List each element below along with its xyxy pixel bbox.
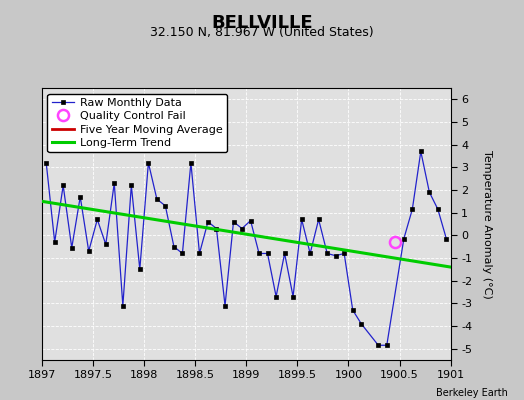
Raw Monthly Data (119, 303, 126, 308)
Y-axis label: Temperature Anomaly (°C): Temperature Anomaly (°C) (482, 150, 492, 298)
Raw Monthly Data (384, 343, 390, 348)
Raw Monthly Data (281, 251, 288, 256)
Raw Monthly Data (111, 181, 117, 186)
Raw Monthly Data (409, 207, 416, 212)
Raw Monthly Data (60, 183, 67, 188)
Raw Monthly Data (145, 160, 151, 165)
Raw Monthly Data (324, 251, 330, 256)
Raw Monthly Data (350, 308, 356, 312)
Raw Monthly Data (290, 294, 296, 299)
Raw Monthly Data (103, 242, 109, 247)
Raw Monthly Data (137, 267, 143, 272)
Raw Monthly Data (171, 244, 177, 249)
Text: 32.150 N, 81.967 W (United States): 32.150 N, 81.967 W (United States) (150, 26, 374, 39)
Text: BELLVILLE: BELLVILLE (211, 14, 313, 32)
Raw Monthly Data (315, 217, 322, 222)
Raw Monthly Data (333, 253, 339, 258)
Raw Monthly Data (205, 219, 211, 224)
Raw Monthly Data (85, 249, 92, 254)
Raw Monthly Data (94, 217, 101, 222)
Raw Monthly Data (128, 183, 135, 188)
Raw Monthly Data (426, 190, 432, 195)
Raw Monthly Data (222, 303, 228, 308)
Raw Monthly Data (162, 204, 169, 208)
Legend: Raw Monthly Data, Quality Control Fail, Five Year Moving Average, Long-Term Tren: Raw Monthly Data, Quality Control Fail, … (48, 94, 227, 152)
Raw Monthly Data (77, 194, 83, 199)
Raw Monthly Data (231, 219, 237, 224)
Line: Raw Monthly Data: Raw Monthly Data (44, 150, 449, 347)
Raw Monthly Data (196, 251, 203, 256)
Raw Monthly Data (375, 343, 381, 348)
Raw Monthly Data (341, 251, 347, 256)
Raw Monthly Data (256, 251, 262, 256)
Raw Monthly Data (179, 251, 185, 256)
Raw Monthly Data (247, 218, 254, 223)
Raw Monthly Data (418, 149, 424, 154)
Raw Monthly Data (435, 207, 441, 212)
Raw Monthly Data (239, 226, 245, 231)
Raw Monthly Data (43, 160, 49, 165)
Raw Monthly Data (51, 240, 58, 244)
Raw Monthly Data (401, 236, 407, 241)
Raw Monthly Data (213, 226, 220, 231)
Raw Monthly Data (273, 294, 279, 299)
Raw Monthly Data (69, 245, 75, 250)
Raw Monthly Data (358, 321, 364, 326)
Raw Monthly Data (443, 236, 450, 241)
Text: Berkeley Earth: Berkeley Earth (436, 388, 508, 398)
Raw Monthly Data (265, 251, 271, 256)
Raw Monthly Data (188, 160, 194, 165)
Raw Monthly Data (299, 217, 305, 222)
Raw Monthly Data (154, 197, 160, 202)
Raw Monthly Data (307, 251, 313, 256)
